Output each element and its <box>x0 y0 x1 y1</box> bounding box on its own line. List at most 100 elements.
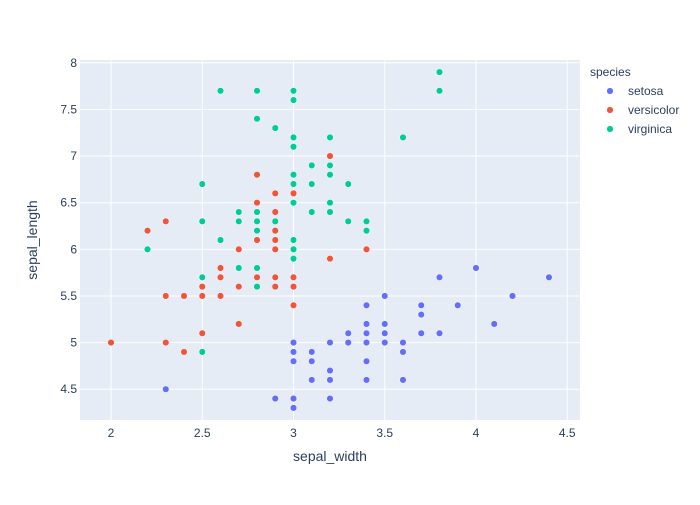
data-point-versicolor[interactable] <box>271 189 279 197</box>
data-point-versicolor[interactable] <box>362 245 371 253</box>
data-point-versicolor[interactable] <box>253 273 261 281</box>
data-point-versicolor[interactable] <box>271 273 279 281</box>
data-point-virginica[interactable] <box>326 171 334 179</box>
data-point-setosa[interactable] <box>472 264 480 272</box>
data-point-virginica[interactable] <box>289 87 298 95</box>
data-point-setosa[interactable] <box>381 339 389 347</box>
data-point-versicolor[interactable] <box>162 292 170 300</box>
data-point-versicolor[interactable] <box>180 348 188 356</box>
data-point-setosa[interactable] <box>308 348 316 356</box>
data-point-virginica[interactable] <box>326 133 334 141</box>
data-point-setosa[interactable] <box>490 320 498 328</box>
data-point-virginica[interactable] <box>326 199 334 207</box>
data-point-setosa[interactable] <box>362 357 371 365</box>
data-point-virginica[interactable] <box>308 208 316 216</box>
data-point-versicolor[interactable] <box>289 301 298 309</box>
data-point-setosa[interactable] <box>362 320 371 328</box>
data-point-setosa[interactable] <box>399 348 407 356</box>
data-point-virginica[interactable] <box>198 180 206 188</box>
data-point-virginica[interactable] <box>198 273 206 281</box>
data-point-setosa[interactable] <box>289 404 298 412</box>
data-point-virginica[interactable] <box>435 87 444 95</box>
data-point-virginica[interactable] <box>289 245 298 253</box>
data-point-versicolor[interactable] <box>271 208 279 216</box>
data-point-setosa[interactable] <box>435 329 444 337</box>
data-point-setosa[interactable] <box>326 376 334 384</box>
data-point-setosa[interactable] <box>381 320 389 328</box>
data-point-setosa[interactable] <box>271 394 279 403</box>
data-point-setosa[interactable] <box>417 329 425 337</box>
data-point-versicolor[interactable] <box>235 245 243 253</box>
data-point-setosa[interactable] <box>508 292 517 300</box>
data-point-virginica[interactable] <box>289 255 298 263</box>
legend-item-virginica[interactable]: virginica <box>606 122 673 136</box>
data-point-virginica[interactable] <box>326 161 334 169</box>
data-point-versicolor[interactable] <box>289 273 298 281</box>
data-point-versicolor[interactable] <box>271 236 279 244</box>
data-point-setosa[interactable] <box>289 394 298 403</box>
data-point-versicolor[interactable] <box>162 339 170 347</box>
data-point-versicolor[interactable] <box>326 255 334 263</box>
data-point-virginica[interactable] <box>253 227 261 235</box>
data-point-virginica[interactable] <box>198 217 206 225</box>
data-point-versicolor[interactable] <box>326 152 334 160</box>
data-point-virginica[interactable] <box>362 227 371 235</box>
data-point-versicolor[interactable] <box>216 273 225 281</box>
data-point-setosa[interactable] <box>308 376 316 384</box>
data-point-setosa[interactable] <box>399 339 407 347</box>
data-point-setosa[interactable] <box>289 357 298 365</box>
data-point-virginica[interactable] <box>271 124 279 132</box>
data-point-virginica[interactable] <box>289 236 298 244</box>
data-point-virginica[interactable] <box>216 87 225 95</box>
data-point-virginica[interactable] <box>308 161 316 169</box>
data-point-virginica[interactable] <box>435 68 444 76</box>
data-point-virginica[interactable] <box>253 208 261 216</box>
data-point-setosa[interactable] <box>362 329 371 337</box>
data-point-setosa[interactable] <box>399 376 407 384</box>
data-point-setosa[interactable] <box>344 339 352 347</box>
data-point-virginica[interactable] <box>198 348 206 356</box>
data-point-versicolor[interactable] <box>216 264 225 272</box>
data-point-setosa[interactable] <box>362 339 371 347</box>
data-point-versicolor[interactable] <box>235 320 243 328</box>
legend[interactable]: species setosa versicolor virginica <box>590 65 679 136</box>
legend-item-setosa[interactable]: setosa <box>606 84 664 98</box>
data-point-versicolor[interactable] <box>162 217 170 225</box>
data-point-virginica[interactable] <box>289 199 298 207</box>
data-point-setosa[interactable] <box>435 273 444 281</box>
data-point-virginica[interactable] <box>344 180 352 188</box>
data-point-virginica[interactable] <box>399 133 407 141</box>
data-point-virginica[interactable] <box>235 264 243 272</box>
data-point-versicolor[interactable] <box>253 236 261 244</box>
data-point-setosa[interactable] <box>162 385 170 393</box>
data-point-versicolor[interactable] <box>253 171 261 179</box>
data-point-virginica[interactable] <box>253 283 261 291</box>
data-point-virginica[interactable] <box>235 208 243 216</box>
data-point-setosa[interactable] <box>545 273 553 281</box>
data-point-virginica[interactable] <box>344 217 352 225</box>
data-point-setosa[interactable] <box>362 301 371 309</box>
data-point-versicolor[interactable] <box>180 292 188 300</box>
data-point-versicolor[interactable] <box>198 292 206 300</box>
data-point-versicolor[interactable] <box>216 292 225 300</box>
data-point-setosa[interactable] <box>326 339 334 347</box>
data-point-versicolor[interactable] <box>289 283 298 291</box>
data-point-versicolor[interactable] <box>271 245 279 253</box>
data-point-setosa[interactable] <box>362 376 371 384</box>
data-point-virginica[interactable] <box>253 115 261 123</box>
data-point-versicolor[interactable] <box>107 339 115 347</box>
data-point-virginica[interactable] <box>289 143 298 151</box>
data-point-virginica[interactable] <box>326 208 334 216</box>
data-point-virginica[interactable] <box>289 171 298 179</box>
data-point-virginica[interactable] <box>362 217 371 225</box>
data-point-versicolor[interactable] <box>198 283 206 291</box>
data-point-setosa[interactable] <box>289 348 298 356</box>
data-point-virginica[interactable] <box>216 236 225 244</box>
data-point-virginica[interactable] <box>289 180 298 188</box>
data-point-setosa[interactable] <box>289 339 298 347</box>
data-point-versicolor[interactable] <box>271 227 279 235</box>
data-point-versicolor[interactable] <box>143 227 152 235</box>
data-point-versicolor[interactable] <box>198 329 206 337</box>
legend-item-versicolor[interactable]: versicolor <box>606 103 680 117</box>
data-point-setosa[interactable] <box>454 301 462 309</box>
